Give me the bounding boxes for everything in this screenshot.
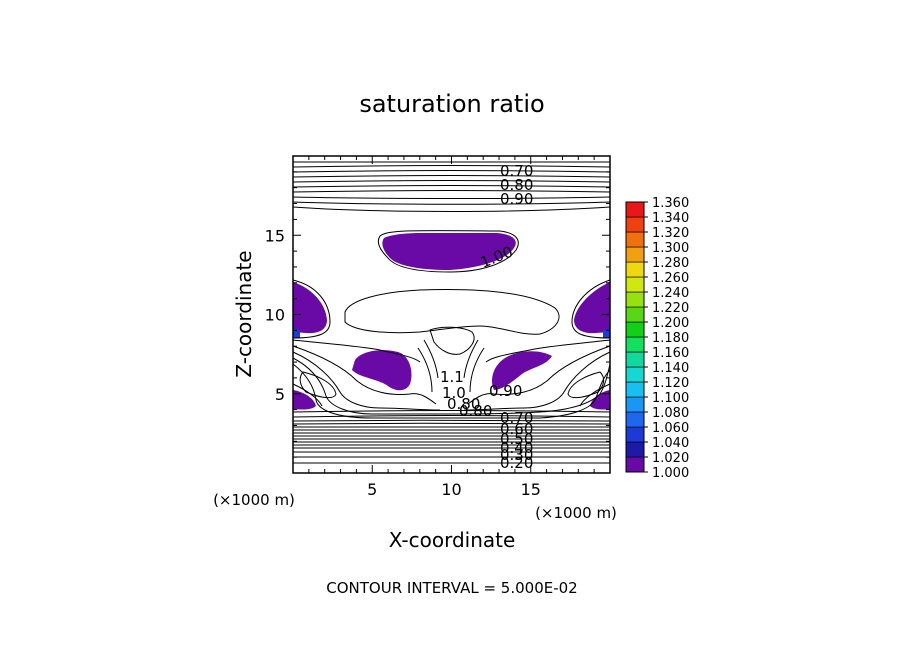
colorbar-swatch <box>625 396 645 413</box>
region-mid-left <box>352 350 412 391</box>
region-right-upper <box>574 282 610 334</box>
x-tick-label: 15 <box>521 480 541 499</box>
x-axis-unit: (×1000 m) <box>535 504 617 522</box>
contour-label-0-40: 0.40 <box>500 439 533 457</box>
colorbar-label: 1.160 <box>652 346 689 361</box>
colorbar-label: 1.260 <box>652 271 689 286</box>
y-tick-label: 5 <box>275 385 285 404</box>
colorbar-swatch <box>625 426 645 443</box>
contour-lines <box>292 161 611 464</box>
colorbar-label: 1.340 <box>652 211 689 226</box>
contour-label-1-1: 1.1 <box>440 368 464 386</box>
contour-label-0-80: 0.80 <box>500 176 533 194</box>
colorbar-swatch <box>625 441 645 458</box>
colorbar-label: 1.040 <box>652 436 689 451</box>
contour-label-0-90-mid: 0.90 <box>489 382 522 400</box>
contour-interval-note: CONTOUR INTERVAL = 5.000E-02 <box>326 579 577 597</box>
y-axis-unit: (×1000 m) <box>213 491 295 509</box>
colorbar-swatch <box>625 411 645 428</box>
colorbar-swatch <box>625 261 645 278</box>
axis-ticks <box>292 155 611 474</box>
colorbar-label: 1.060 <box>652 421 689 436</box>
contour-label-0-80-b: 0.80 <box>459 402 492 420</box>
x-tick-label: 5 <box>367 480 377 499</box>
y-axis-title: Z-coordinate <box>232 250 256 377</box>
y-tick-label: 10 <box>265 306 285 325</box>
region-right-lower <box>590 390 610 410</box>
axis-tick-labels: 5 10 15 5 10 15 <box>265 226 541 499</box>
colorbar-swatch <box>625 321 645 338</box>
colorbar-swatch <box>625 246 645 263</box>
x-axis-title: X-coordinate <box>389 528 516 552</box>
colorbar-swatch <box>625 456 645 473</box>
colorbar-label: 1.120 <box>652 376 689 391</box>
contour-label-0-60: 0.60 <box>500 420 533 438</box>
colorbar-swatch <box>625 381 645 398</box>
region-mid-right <box>492 351 552 390</box>
contour-label-0-90: 0.90 <box>500 190 533 208</box>
colorbar <box>625 201 648 473</box>
colorbar-label: 1.140 <box>652 361 689 376</box>
contour-label-0-20: 0.20 <box>500 454 533 472</box>
x-tick-label: 10 <box>441 480 461 499</box>
colorbar-label: 1.240 <box>652 286 689 301</box>
colorbar-label: 1.100 <box>652 391 689 406</box>
colorbar-label: 1.300 <box>652 241 689 256</box>
colorbar-label: 1.020 <box>652 451 689 466</box>
colorbar-labels: 1.0001.0201.0401.0601.0801.1001.1201.140… <box>652 196 689 481</box>
y-tick-label: 15 <box>265 226 285 245</box>
colorbar-label: 1.080 <box>652 406 689 421</box>
colorbar-swatch <box>625 351 645 368</box>
contour-label-0-50: 0.50 <box>500 430 533 448</box>
contour-label-1-0: 1.0 <box>442 384 466 402</box>
colorbar-label: 1.280 <box>652 256 689 271</box>
supersaturation-regions <box>293 233 610 410</box>
contour-label-0-30: 0.30 <box>500 446 533 464</box>
colorbar-swatch <box>625 366 645 383</box>
colorbar-swatch <box>625 336 645 353</box>
region-left-upper <box>293 282 327 334</box>
contour-label-0-80-mid: 0.80 <box>447 395 480 413</box>
colorbar-label: 1.220 <box>652 301 689 316</box>
colorbar-label: 1.320 <box>652 226 689 241</box>
region-left-lower <box>293 390 316 410</box>
colorbar-label: 1.000 <box>652 466 689 481</box>
colorbar-label: 1.180 <box>652 331 689 346</box>
colorbar-swatch <box>625 306 645 323</box>
colorbar-label: 1.200 <box>652 316 689 331</box>
colorbar-swatch <box>625 276 645 293</box>
contour-label-0-70-low: 0.70 <box>500 409 533 427</box>
plot-area: 0.70 0.80 0.90 1.00 1.1 1.0 0.90 0.80 0.… <box>265 155 611 499</box>
contour-label-0-70: 0.70 <box>500 162 533 180</box>
chart-title: saturation ratio <box>359 90 544 118</box>
colorbar-swatch <box>625 291 645 308</box>
colorbar-swatch <box>625 201 645 218</box>
colorbar-swatch <box>625 231 645 248</box>
colorbar-label: 1.360 <box>652 196 689 211</box>
region-top-center <box>382 233 516 270</box>
colorbar-swatch <box>625 216 645 233</box>
contour-labels: 0.70 0.80 0.90 1.00 1.1 1.0 0.90 0.80 0.… <box>440 162 533 472</box>
